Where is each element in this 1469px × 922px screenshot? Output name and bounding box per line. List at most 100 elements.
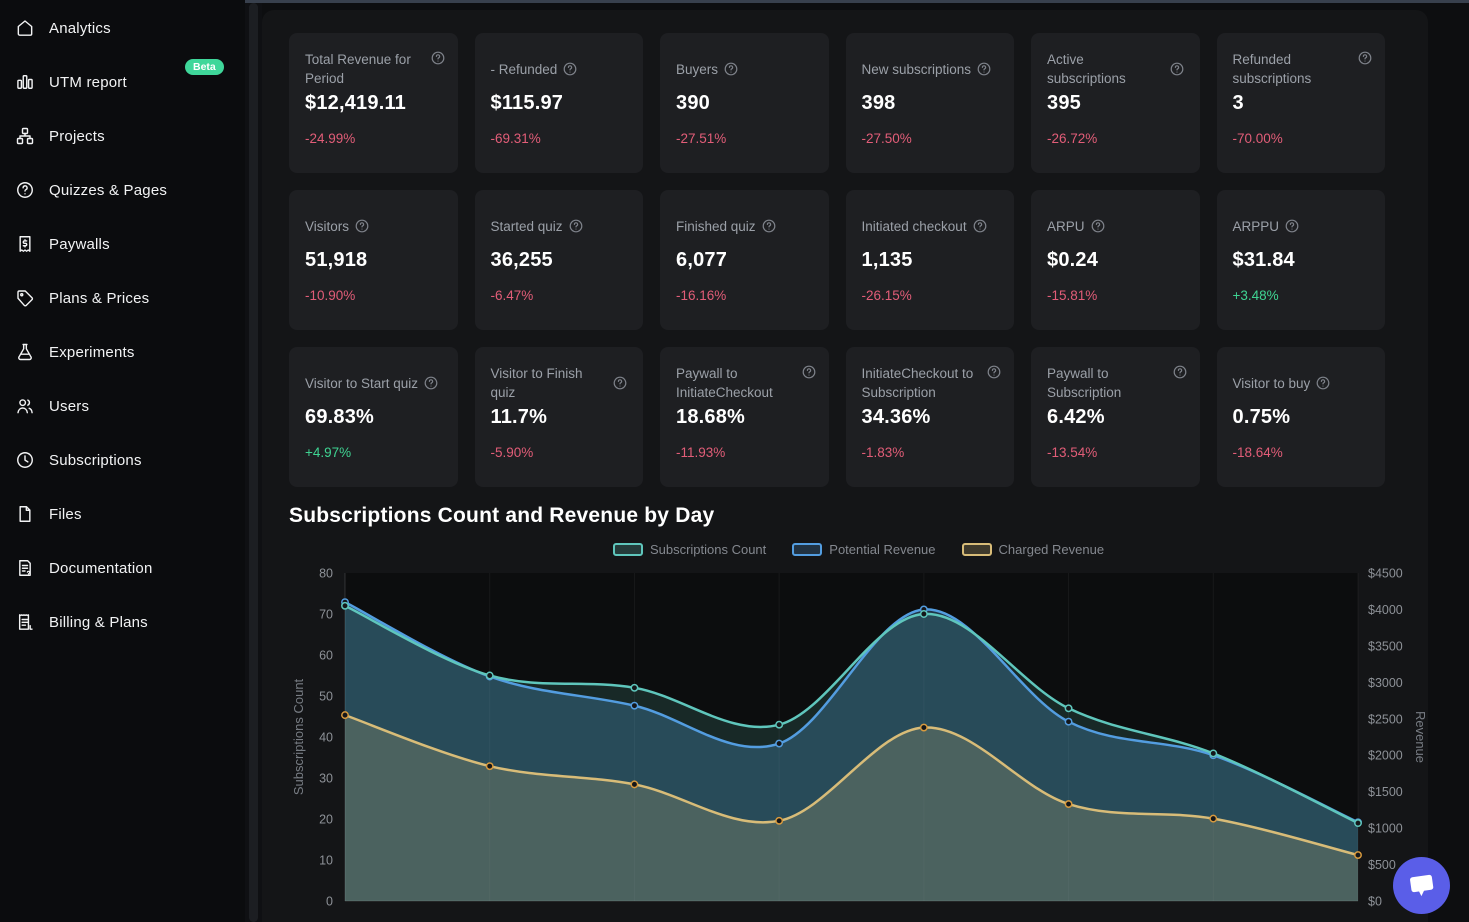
help-icon[interactable]: [977, 62, 991, 76]
legend-item-potential-revenue[interactable]: Potential Revenue: [792, 542, 936, 557]
sidebar-item-projects[interactable]: Projects: [0, 109, 245, 163]
sidebar-item-documentation[interactable]: Documentation: [0, 541, 245, 595]
svg-text:80: 80: [319, 567, 333, 581]
metric-value: 36,255: [490, 249, 553, 271]
metric-delta: -10.90%: [305, 288, 356, 303]
help-icon[interactable]: [724, 62, 738, 76]
help-icon[interactable]: [802, 365, 816, 379]
svg-text:$3500: $3500: [1368, 639, 1403, 653]
metric-delta: -69.31%: [490, 131, 541, 146]
help-icon[interactable]: [563, 62, 577, 76]
sidebar-item-utm-report[interactable]: UTM report Beta: [0, 55, 245, 109]
sidebar-item-subscriptions[interactable]: Subscriptions: [0, 433, 245, 487]
help-icon[interactable]: [613, 376, 627, 390]
metric-card: Visitor to Start quiz 69.83% +4.97%: [289, 347, 458, 487]
metric-delta: +3.48%: [1232, 288, 1279, 303]
legend-label: Subscriptions Count: [649, 542, 767, 557]
metric-title: Paywall to Subscription: [1047, 366, 1122, 400]
metric-card: Paywall to Subscription 6.42% -13.54%: [1031, 347, 1200, 487]
help-icon[interactable]: [1358, 51, 1372, 65]
svg-text:$0: $0: [1368, 895, 1382, 909]
subscriptions-revenue-chart[interactable]: 0 10 20 30 40 50 60 70 80 $0 $500 $1000 $1500 $2000 $2…: [289, 559, 1428, 911]
sidebar-item-experiments[interactable]: Experiments: [0, 325, 245, 379]
svg-text:60: 60: [319, 649, 333, 663]
metric-value: 34.36%: [861, 406, 931, 428]
svg-text:$4000: $4000: [1368, 603, 1403, 617]
metric-value: 18.68%: [676, 406, 746, 428]
home-icon: [14, 17, 36, 39]
metric-title: Paywall to InitiateCheckout: [676, 366, 773, 400]
metric-value: 398: [861, 92, 896, 114]
sidebar-item-paywalls[interactable]: Paywalls: [0, 217, 245, 271]
metric-value: 1,135: [861, 249, 913, 271]
sidebar: Analytics UTM report Beta Projects Quizz…: [0, 0, 245, 922]
sidebar-item-analytics[interactable]: Analytics: [0, 1, 245, 55]
help-icon[interactable]: [762, 219, 776, 233]
chart-title: Subscriptions Count and Revenue by Day: [289, 504, 715, 527]
svg-text:$2000: $2000: [1368, 749, 1403, 763]
scrollbar-thumb[interactable]: [249, 3, 258, 922]
metric-value: 6,077: [676, 249, 728, 271]
metric-delta: -26.72%: [1047, 131, 1098, 146]
svg-text:$500: $500: [1368, 858, 1396, 872]
metric-value: $115.97: [490, 92, 564, 114]
metric-delta: -26.15%: [861, 288, 912, 303]
main-panel: Total Revenue for Period $12,419.11 -24.…: [262, 10, 1428, 922]
chat-button[interactable]: [1393, 857, 1450, 914]
svg-text:$2500: $2500: [1368, 712, 1403, 726]
chart-area: 0 10 20 30 40 50 60 70 80 $0 $500 $1000 $1500 $2000 $2…: [289, 559, 1428, 916]
help-icon[interactable]: [1285, 219, 1299, 233]
scrollbar-track[interactable]: [245, 3, 262, 922]
metric-delta: -5.90%: [490, 445, 534, 460]
help-icon[interactable]: [355, 219, 369, 233]
bar-chart-icon: [14, 71, 36, 93]
metric-card: Visitor to buy 0.75% -18.64%: [1216, 347, 1385, 487]
help-icon[interactable]: [569, 219, 583, 233]
sidebar-item-users[interactable]: Users: [0, 379, 245, 433]
legend-swatch: [792, 543, 823, 556]
help-icon[interactable]: [1091, 219, 1105, 233]
document-question-icon: [14, 557, 36, 579]
help-icon[interactable]: [987, 365, 1001, 379]
sidebar-item-files[interactable]: Files: [0, 487, 245, 541]
help-icon[interactable]: [424, 376, 438, 390]
metric-value: $0.24: [1047, 249, 1099, 271]
metric-title: - Refunded: [490, 61, 558, 77]
svg-text:50: 50: [319, 690, 333, 704]
chat-bubble-icon: [1409, 874, 1433, 896]
metric-value: 69.83%: [305, 406, 375, 428]
help-icon[interactable]: [1316, 376, 1330, 390]
sidebar-item-plans-prices[interactable]: Plans & Prices: [0, 271, 245, 325]
metric-value: 395: [1047, 92, 1081, 114]
metric-card: ARPPU $31.84 +3.48%: [1216, 190, 1385, 330]
metric-delta: -16.16%: [676, 288, 727, 303]
users-icon: [14, 395, 36, 417]
metric-card: New subscriptions 398 -27.50%: [845, 33, 1014, 173]
metric-card: Finished quiz 6,077 -16.16%: [660, 190, 829, 330]
metric-value: $31.84: [1232, 249, 1295, 271]
file-icon: [14, 503, 36, 525]
beta-badge: Beta: [185, 59, 224, 75]
help-icon[interactable]: [1173, 365, 1187, 379]
legend-item-subscriptions-count[interactable]: Subscriptions Count: [612, 542, 767, 557]
sidebar-item-billing-plans[interactable]: Billing & Plans: [0, 595, 245, 649]
svg-text:10: 10: [319, 854, 333, 868]
metric-delta: -27.50%: [861, 131, 912, 146]
svg-text:$4500: $4500: [1368, 567, 1403, 581]
metric-delta: -27.51%: [676, 131, 727, 146]
receipt-dollar-icon: [14, 233, 36, 255]
metric-title: Initiated checkout: [861, 218, 967, 234]
help-icon[interactable]: [431, 51, 445, 65]
legend-item-charged-revenue[interactable]: Charged Revenue: [961, 542, 1104, 557]
svg-text:0: 0: [326, 895, 333, 909]
sidebar-item-quizzes-pages[interactable]: Quizzes & Pages: [0, 163, 245, 217]
help-icon[interactable]: [1170, 62, 1184, 76]
metric-card: Visitor to Finish quiz 11.7% -5.90%: [474, 347, 643, 487]
chart-legend: Subscriptions Count Potential Revenue Char…: [289, 542, 1428, 557]
sitemap-icon: [14, 125, 36, 147]
metric-card: Total Revenue for Period $12,419.11 -24.…: [289, 33, 458, 173]
top-edge-strip: [245, 0, 1469, 3]
help-icon[interactable]: [973, 219, 987, 233]
metric-value: $12,419.11: [305, 92, 406, 114]
svg-text:30: 30: [319, 772, 333, 786]
